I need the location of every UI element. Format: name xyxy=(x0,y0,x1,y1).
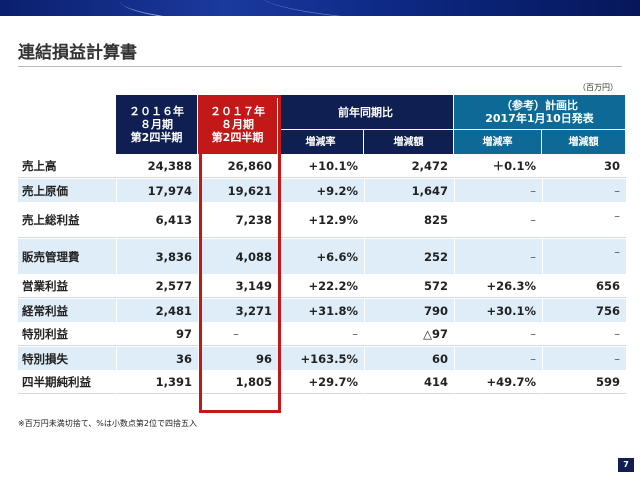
cell-fy2017: 3,271 xyxy=(198,298,278,322)
header-plan-rate: 増減率 xyxy=(454,129,542,154)
header-fy2017-year: ２０１７年 xyxy=(210,105,265,118)
cell-plan-rate: +30.1% xyxy=(454,298,542,322)
cell-fy2017: – xyxy=(198,322,278,346)
header-yoy-rate: 増減率 xyxy=(278,129,364,154)
table-row: 営業利益 2,577 3,149 +22.2% 572 +26.3% 656 xyxy=(18,274,627,298)
cell-yoy-amount: 1,647 xyxy=(364,178,454,202)
cell-yoy-amount: 825 xyxy=(364,202,454,238)
header-fy2016-year: ２０１６年 xyxy=(129,105,184,118)
header-corner xyxy=(18,95,116,154)
header-plan-amount: 増減額 xyxy=(542,129,627,154)
cell-yoy-amount: 790 xyxy=(364,298,454,322)
cell-fy2016: 17,974 xyxy=(116,178,198,202)
row-label: 特別損失 xyxy=(18,346,116,370)
table-row: 特別損失 36 96 +163.5% 60 – – xyxy=(18,346,627,370)
cell-plan-amount: – xyxy=(542,346,627,370)
cell-plan-amount: 656 xyxy=(542,274,627,298)
cell-yoy-amount: 572 xyxy=(364,274,454,298)
cell-plan-rate: – xyxy=(454,322,542,346)
page-number: 7 xyxy=(618,458,634,472)
cell-plan-rate: +26.3% xyxy=(454,274,542,298)
cell-yoy-rate: +10.1% xyxy=(278,154,364,178)
cell-yoy-rate: +163.5% xyxy=(278,346,364,370)
row-label: 特別利益 xyxy=(18,322,116,346)
cell-plan-rate: – xyxy=(454,202,542,238)
cell-plan-amount: – xyxy=(542,322,627,346)
header-fy2016: ２０１６年 ８月期 第2四半期 xyxy=(116,95,198,154)
cell-yoy-rate: +22.2% xyxy=(278,274,364,298)
cell-plan-rate: – xyxy=(454,178,542,202)
cell-plan-rate: +49.7% xyxy=(454,370,542,394)
header-fy2017: ２０１７年 ８月期 第2四半期 xyxy=(198,95,278,154)
cell-plan-amount: – xyxy=(542,202,627,238)
cell-fy2017: 3,149 xyxy=(198,274,278,298)
cell-fy2016: 6,413 xyxy=(116,202,198,238)
cell-plan-rate: – xyxy=(454,346,542,370)
cell-yoy-rate: +31.8% xyxy=(278,298,364,322)
cell-fy2017: 19,621 xyxy=(198,178,278,202)
cell-plan-rate: ＋0.1% xyxy=(454,154,542,178)
header-fy2016-quarter: 第2四半期 xyxy=(130,131,183,144)
cell-yoy-rate: +9.2% xyxy=(278,178,364,202)
cell-plan-amount: – xyxy=(542,238,627,274)
cell-fy2016: 2,481 xyxy=(116,298,198,322)
title-divider xyxy=(18,66,622,67)
banner-swoosh-secondary xyxy=(260,0,640,16)
cell-fy2016: 3,836 xyxy=(116,238,198,274)
row-label: 経常利益 xyxy=(18,298,116,322)
header-yoy-group: 前年同期比 xyxy=(278,95,454,129)
footnote: ※百万円未満切捨て、%は小数点第2位で四捨五入 xyxy=(18,419,197,428)
cell-yoy-rate: +29.7% xyxy=(278,370,364,394)
header-plan-group: （参考）計画比 2017年1月10日発表 xyxy=(454,95,627,129)
header-plan-title: （参考）計画比 xyxy=(501,99,578,112)
cell-fy2017: 1,805 xyxy=(198,370,278,394)
cell-plan-amount: 30 xyxy=(542,154,627,178)
header-fy2017-quarter: 第2四半期 xyxy=(211,131,264,144)
cell-yoy-amount: 60 xyxy=(364,346,454,370)
unit-note: （百万円） xyxy=(578,83,618,92)
row-label: 売上原価 xyxy=(18,178,116,202)
cell-plan-rate: – xyxy=(454,238,542,274)
row-label: 売上総利益 xyxy=(18,202,116,238)
table-row: 四半期純利益 1,391 1,805 +29.7% 414 +49.7% 599 xyxy=(18,370,627,394)
cell-fy2017: 4,088 xyxy=(198,238,278,274)
row-label: 販売管理費 xyxy=(18,238,116,274)
table-row: 販売管理費 3,836 4,088 +6.6% 252 – – xyxy=(18,238,627,274)
income-statement-table: ２０１６年 ８月期 第2四半期 ２０１７年 ８月期 第2四半期 前年同期比 （参… xyxy=(18,95,627,394)
header-plan-date: 2017年1月10日発表 xyxy=(485,112,594,125)
row-label: 営業利益 xyxy=(18,274,116,298)
cell-fy2017: 96 xyxy=(198,346,278,370)
cell-yoy-amount: 414 xyxy=(364,370,454,394)
cell-yoy-rate: +12.9% xyxy=(278,202,364,238)
cell-fy2017: 7,238 xyxy=(198,202,278,238)
cell-yoy-rate: – xyxy=(278,322,364,346)
row-label: 四半期純利益 xyxy=(18,370,116,394)
cell-yoy-amount: 252 xyxy=(364,238,454,274)
table-row: 経常利益 2,481 3,271 +31.8% 790 +30.1% 756 xyxy=(18,298,627,322)
cell-plan-amount: – xyxy=(542,178,627,202)
row-label: 売上高 xyxy=(18,154,116,178)
table-row: 売上高 24,388 26,860 +10.1% 2,472 ＋0.1% 30 xyxy=(18,154,627,178)
page-title: 連結損益計算書 xyxy=(18,43,137,63)
cell-fy2016: 36 xyxy=(116,346,198,370)
cell-fy2016: 1,391 xyxy=(116,370,198,394)
cell-fy2016: 2,577 xyxy=(116,274,198,298)
cell-fy2017: 26,860 xyxy=(198,154,278,178)
cell-fy2016: 97 xyxy=(116,322,198,346)
cell-plan-amount: 756 xyxy=(542,298,627,322)
header-yoy-amount: 増減額 xyxy=(364,129,454,154)
table-row: 特別利益 97 – – △97 – – xyxy=(18,322,627,346)
cell-yoy-amount: △97 xyxy=(364,322,454,346)
cell-plan-amount: 599 xyxy=(542,370,627,394)
cell-yoy-amount: 2,472 xyxy=(364,154,454,178)
cell-fy2016: 24,388 xyxy=(116,154,198,178)
header-fy2017-month: ８月期 xyxy=(221,118,254,131)
table-row: 売上総利益 6,413 7,238 +12.9% 825 – – xyxy=(18,202,627,238)
table-row: 売上原価 17,974 19,621 +9.2% 1,647 – – xyxy=(18,178,627,202)
header-fy2016-month: ８月期 xyxy=(140,118,173,131)
top-banner xyxy=(0,0,640,16)
cell-yoy-rate: +6.6% xyxy=(278,238,364,274)
